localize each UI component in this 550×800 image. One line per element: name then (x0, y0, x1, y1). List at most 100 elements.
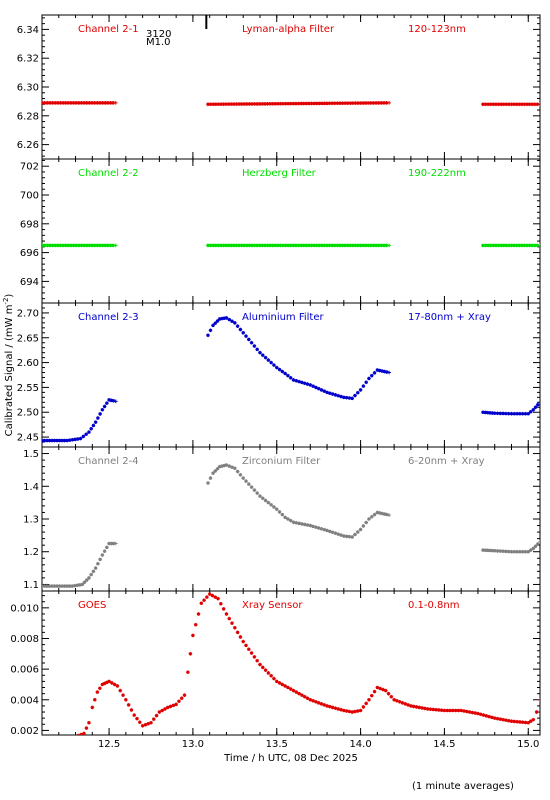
data-point (531, 717, 536, 722)
data-point (272, 676, 276, 681)
data-point (146, 721, 150, 726)
data-point (288, 518, 293, 523)
data-point (506, 718, 511, 723)
data-point (344, 534, 349, 539)
flare-marker: 3120 M1.0 (146, 15, 208, 48)
data-point (263, 498, 268, 503)
data-point (336, 393, 341, 398)
data-point (113, 243, 118, 248)
data-point (260, 496, 265, 501)
data-point (272, 505, 276, 509)
data-point (291, 520, 296, 525)
data-point (57, 438, 62, 443)
data-point (309, 101, 314, 106)
data-point (338, 101, 342, 106)
data-point (216, 243, 221, 248)
data-point (100, 407, 105, 412)
data-point (364, 243, 368, 248)
data-point (266, 671, 271, 675)
data-point (319, 388, 324, 392)
data-point (294, 101, 298, 106)
data-point (288, 101, 293, 106)
data-point (84, 101, 89, 105)
data-point (107, 398, 111, 402)
data-point (358, 527, 363, 532)
data-point (353, 101, 358, 105)
data-point (512, 243, 516, 248)
data-point (512, 411, 517, 416)
data-point (374, 101, 378, 105)
data-point (291, 688, 296, 693)
data-point (87, 720, 91, 725)
data-series (57, 592, 540, 740)
data-point (351, 243, 355, 248)
data-point (102, 681, 107, 686)
data-point (478, 712, 483, 717)
data-point (52, 438, 57, 443)
data-point (61, 101, 65, 105)
data-point (297, 521, 301, 526)
data-point (327, 243, 332, 248)
data-point (221, 243, 226, 248)
data-point (118, 688, 123, 693)
data-point (367, 697, 371, 702)
data-point (506, 549, 511, 554)
data-point (494, 102, 498, 107)
data-point (417, 705, 422, 710)
data-point (288, 687, 293, 691)
data-point (302, 522, 307, 527)
data-point (344, 395, 349, 400)
data-point (504, 102, 509, 107)
data-point (481, 410, 485, 415)
data-point (61, 243, 65, 248)
data-point (57, 736, 61, 740)
data-point (299, 243, 303, 248)
data-point (527, 102, 532, 107)
data-point (84, 243, 89, 248)
data-point (296, 101, 301, 106)
data-point (210, 593, 215, 598)
data-point (42, 101, 47, 105)
data-point (252, 655, 257, 659)
data-point (168, 704, 173, 709)
data-point (232, 243, 236, 248)
data-point (57, 584, 62, 588)
data-point (528, 409, 533, 414)
data-point (65, 584, 69, 588)
data-point (219, 601, 223, 606)
data-point (268, 243, 272, 248)
data-point (82, 101, 86, 105)
data-point (129, 708, 134, 712)
data-point (353, 709, 357, 714)
data-point (105, 401, 109, 405)
data-point (533, 544, 538, 549)
data-point (382, 369, 387, 374)
y-tick-label: 698 (20, 219, 39, 230)
data-point (338, 243, 342, 248)
data-point (308, 697, 313, 702)
panel-band-label: 120-123nm (408, 24, 466, 35)
y-tick-label: 6.26 (17, 140, 39, 151)
data-point (340, 101, 345, 106)
data-point (342, 708, 346, 713)
data-point (481, 548, 485, 552)
data-point (523, 549, 528, 554)
data-point (485, 548, 490, 553)
data-point (333, 531, 338, 536)
data-point (207, 592, 212, 596)
data-point (361, 524, 366, 528)
data-point (213, 243, 218, 248)
data-point (486, 243, 490, 248)
data-point (320, 101, 324, 106)
panel-filter-label: Zirconium Filter (242, 456, 321, 467)
data-point (206, 481, 210, 485)
data-point (361, 384, 366, 388)
data-point (308, 523, 313, 528)
data-point (224, 243, 228, 248)
panel-band-label: 17-80nm + Xray (408, 312, 491, 323)
data-point (495, 549, 500, 553)
data-point (78, 436, 83, 441)
data-point (384, 243, 389, 248)
y-tick-label: 1.2 (23, 547, 39, 558)
data-point (55, 438, 59, 443)
